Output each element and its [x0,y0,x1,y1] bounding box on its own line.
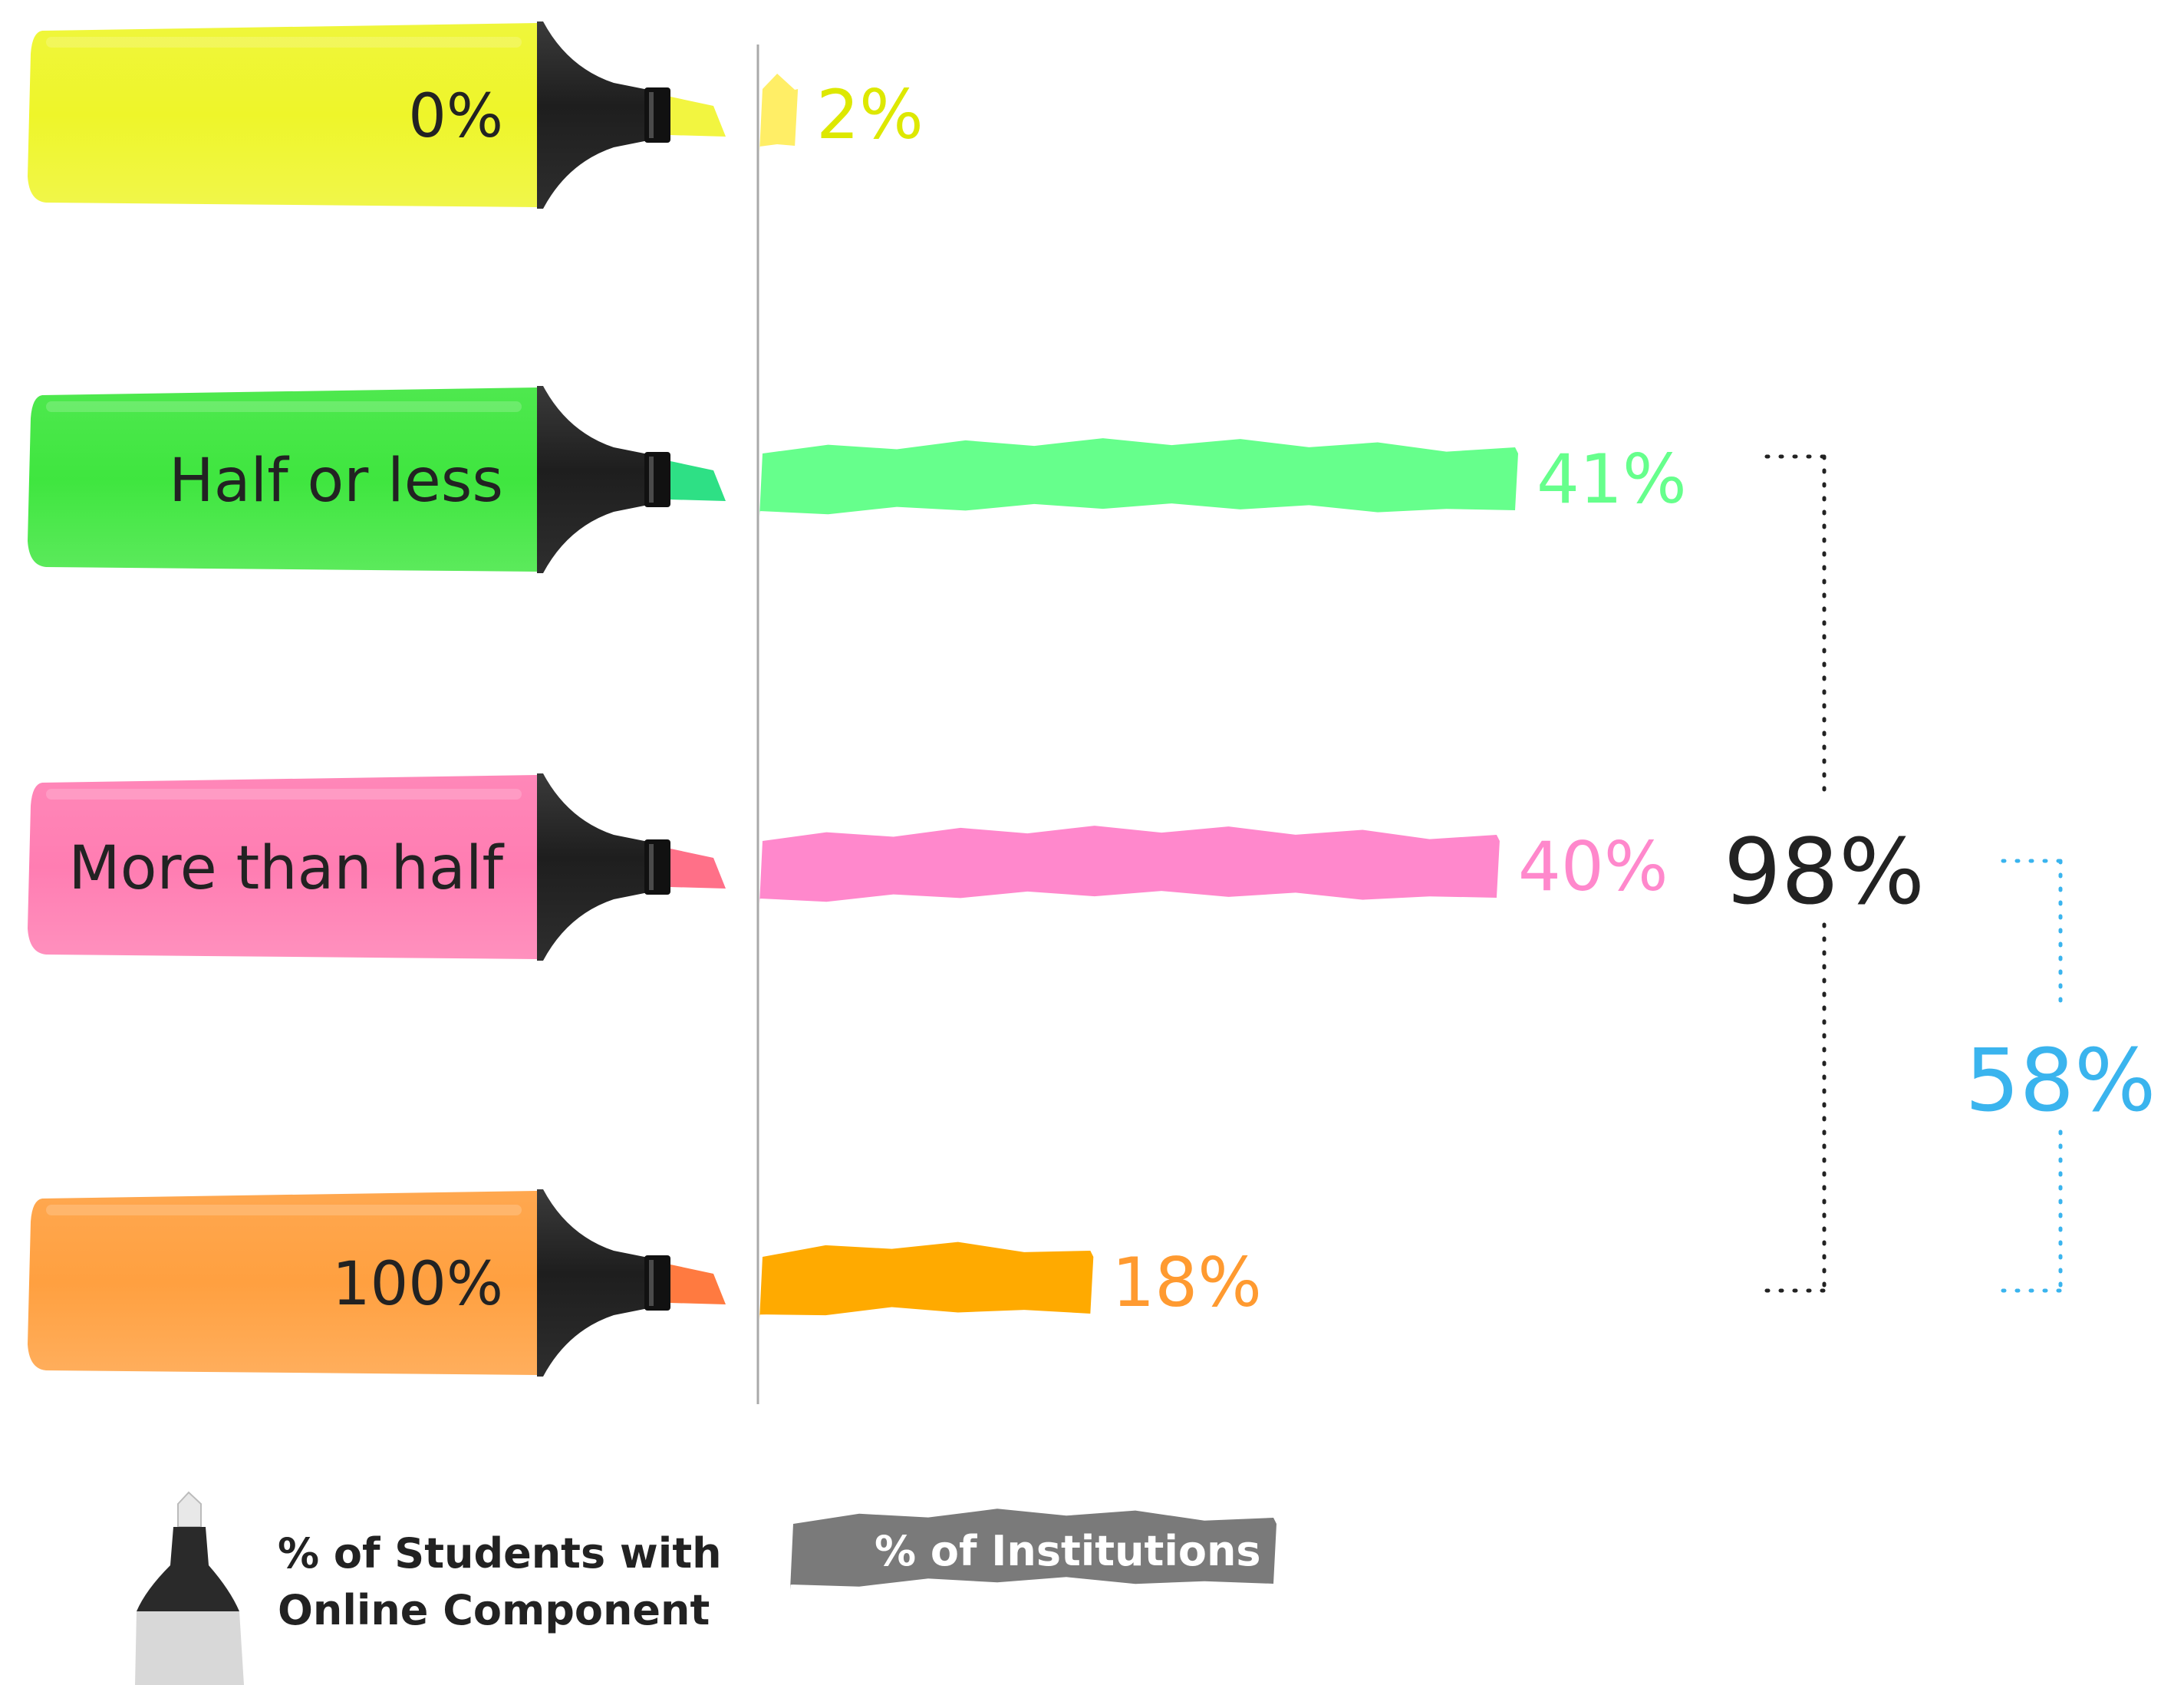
value-label: 40% [1518,827,1668,906]
marker-body [28,23,537,207]
legend-marker-label-line1: % of Students with [278,1529,722,1578]
bracket-total: 98% [1724,454,1925,1293]
marker-collar [644,87,670,143]
highlighter-marker-icon [135,1491,244,1685]
highlighter-marker-icon [28,773,726,961]
bracket-majority: 58% [1965,859,2156,1293]
marker-cap [537,1189,666,1377]
value-label: 41% [1537,440,1687,519]
marker-collar-ring [649,92,654,138]
legend-marker-cap [137,1527,239,1611]
marker-collar [644,1255,670,1311]
legend: % of Students with Online Component % of I… [135,1491,1276,1685]
marker-tip [670,849,726,889]
marker-sheen [46,37,522,48]
marker-cap [537,21,666,209]
bracket-label: 98% [1724,819,1925,925]
legend-marker-label-line2: Online Component [278,1586,710,1634]
marker-collar [644,452,670,507]
highlighter-marker-icon [28,1189,726,1377]
bar [759,826,1500,904]
marker-tip [670,461,726,501]
marker-collar [644,839,670,895]
category-label: More than half [68,834,504,903]
marker-sheen [46,789,522,800]
bar [759,438,1518,516]
marker-cap [537,773,666,961]
legend-bar-label: % of Institutions [875,1527,1261,1575]
marker-tip [670,1265,726,1304]
marker-collar-ring [649,1260,654,1306]
marker-collar-ring [649,844,654,890]
marker-body [28,775,537,959]
bracket-label: 58% [1965,1031,2156,1131]
category-label: 100% [332,1250,503,1319]
marker-tip [670,97,726,137]
highlighter-marker-icon [28,386,726,573]
category-label: 0% [408,82,503,151]
bar [759,74,799,152]
legend-bar [790,1509,1276,1590]
value-label: 2% [816,75,924,154]
marker-body [28,387,537,572]
category-label: Half or less [169,447,503,516]
marker-sheen [46,401,522,412]
marker-sheen [46,1205,522,1215]
bar [759,1241,1094,1320]
marker-cap [537,386,666,573]
marker-body [28,1191,537,1375]
legend-marker-tip [177,1491,202,1528]
marker-collar-ring [649,457,654,503]
value-label: 18% [1112,1243,1262,1322]
legend-marker-body [135,1611,244,1685]
highlighter-marker-icon [28,21,726,209]
